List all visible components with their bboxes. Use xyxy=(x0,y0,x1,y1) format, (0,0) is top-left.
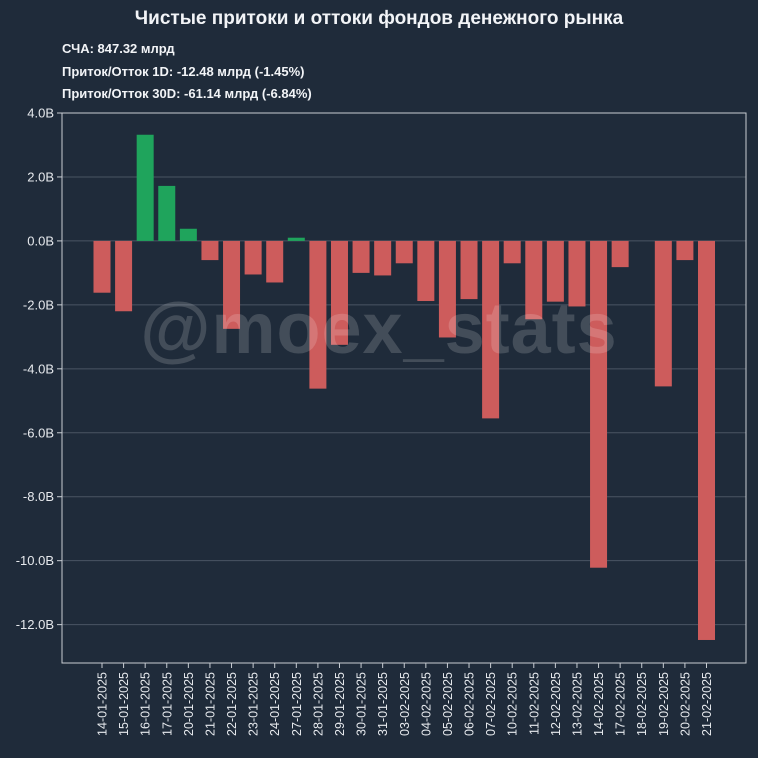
chart-title: Чистые притоки и оттоки фондов денежного… xyxy=(134,8,624,29)
x-tick-label: 28-01-2025 xyxy=(311,672,325,736)
x-tick-label: 20-02-2025 xyxy=(678,672,692,736)
bar xyxy=(309,240,327,389)
bar xyxy=(158,185,176,241)
bar xyxy=(503,240,521,264)
grid-layer xyxy=(62,112,746,626)
bar xyxy=(374,240,392,276)
axis-layer: 4.0B 2.0B 0.0B -2.0B -4.0B -6.0B -8.0B -10.0B -1… xyxy=(16,106,747,736)
bar xyxy=(244,240,262,275)
x-tick-label: 05-02-2025 xyxy=(441,672,455,736)
x-tick-label: 13-02-2025 xyxy=(570,672,584,736)
bar xyxy=(179,228,197,241)
bar-layer xyxy=(93,134,715,640)
bar xyxy=(287,237,305,241)
x-tick-label: 30-01-2025 xyxy=(355,672,369,736)
x-tick-label: 18-02-2025 xyxy=(635,672,649,736)
y-tick-label: -12.0B xyxy=(16,617,54,632)
bar xyxy=(115,240,133,312)
x-tick-label: 17-01-2025 xyxy=(160,672,174,736)
bar xyxy=(266,240,284,283)
bar xyxy=(460,240,478,300)
flow-1d-label: Приток/Отток 1D: -12.48 млрд (-1.45%) xyxy=(62,64,305,79)
bar xyxy=(395,240,413,264)
bar xyxy=(525,240,543,320)
x-tick-label: 17-02-2025 xyxy=(614,672,628,736)
x-tick-label: 31-01-2025 xyxy=(376,672,390,736)
y-tick-label: -2.0B xyxy=(23,297,54,312)
bar xyxy=(654,240,672,387)
y-tick-label: -6.0B xyxy=(23,425,54,440)
x-tick-label: 07-02-2025 xyxy=(484,672,498,736)
x-tick-label: 11-02-2025 xyxy=(527,672,541,735)
x-tick-label: 14-02-2025 xyxy=(592,672,606,736)
bar xyxy=(546,240,564,302)
x-tick-label: 22-01-2025 xyxy=(225,672,239,736)
y-tick-label: -4.0B xyxy=(23,361,54,376)
bar xyxy=(93,240,111,293)
bar xyxy=(676,240,694,261)
x-tick-label: 06-02-2025 xyxy=(463,672,477,736)
bar xyxy=(136,134,154,241)
x-tick-label: 20-01-2025 xyxy=(182,672,196,736)
bar xyxy=(223,240,241,329)
x-tick-label: 21-02-2025 xyxy=(700,672,714,736)
plot-frame xyxy=(61,112,747,664)
x-tick-label: 12-02-2025 xyxy=(549,672,563,736)
bar xyxy=(201,240,219,261)
bar xyxy=(330,240,348,345)
bar xyxy=(482,240,500,419)
x-tick-label: 15-01-2025 xyxy=(117,672,131,736)
x-tick-label: 23-01-2025 xyxy=(247,672,261,736)
bar xyxy=(417,240,435,302)
x-tick-label: 27-01-2025 xyxy=(290,672,304,736)
aum-label: СЧА: 847.32 млрд xyxy=(62,41,175,56)
x-tick-label: 14-01-2025 xyxy=(96,672,110,736)
x-tick-label: 24-01-2025 xyxy=(268,672,282,736)
bar xyxy=(568,240,586,307)
bar xyxy=(352,240,370,273)
bar xyxy=(590,240,608,568)
y-tick-label: -10.0B xyxy=(16,553,54,568)
x-tick-label: 21-01-2025 xyxy=(203,672,217,736)
bar xyxy=(611,240,629,268)
y-tick-label: -8.0B xyxy=(23,489,54,504)
x-tick-label: 04-02-2025 xyxy=(419,672,433,736)
flow-30d-label: Приток/Отток 30D: -61.14 млрд (-6.84%) xyxy=(62,86,312,101)
x-tick-label: 16-01-2025 xyxy=(139,672,153,736)
bar xyxy=(698,240,715,640)
x-tick-label: 10-02-2025 xyxy=(506,672,520,736)
x-tick-label: 19-02-2025 xyxy=(657,672,671,736)
x-tick-label: 03-02-2025 xyxy=(398,672,412,736)
y-tick-label: 4.0B xyxy=(27,106,54,121)
bar xyxy=(438,240,456,338)
y-tick-label: 0.0B xyxy=(27,233,54,248)
x-tick-label: 29-01-2025 xyxy=(333,672,347,736)
y-tick-label: 2.0B xyxy=(27,169,54,184)
